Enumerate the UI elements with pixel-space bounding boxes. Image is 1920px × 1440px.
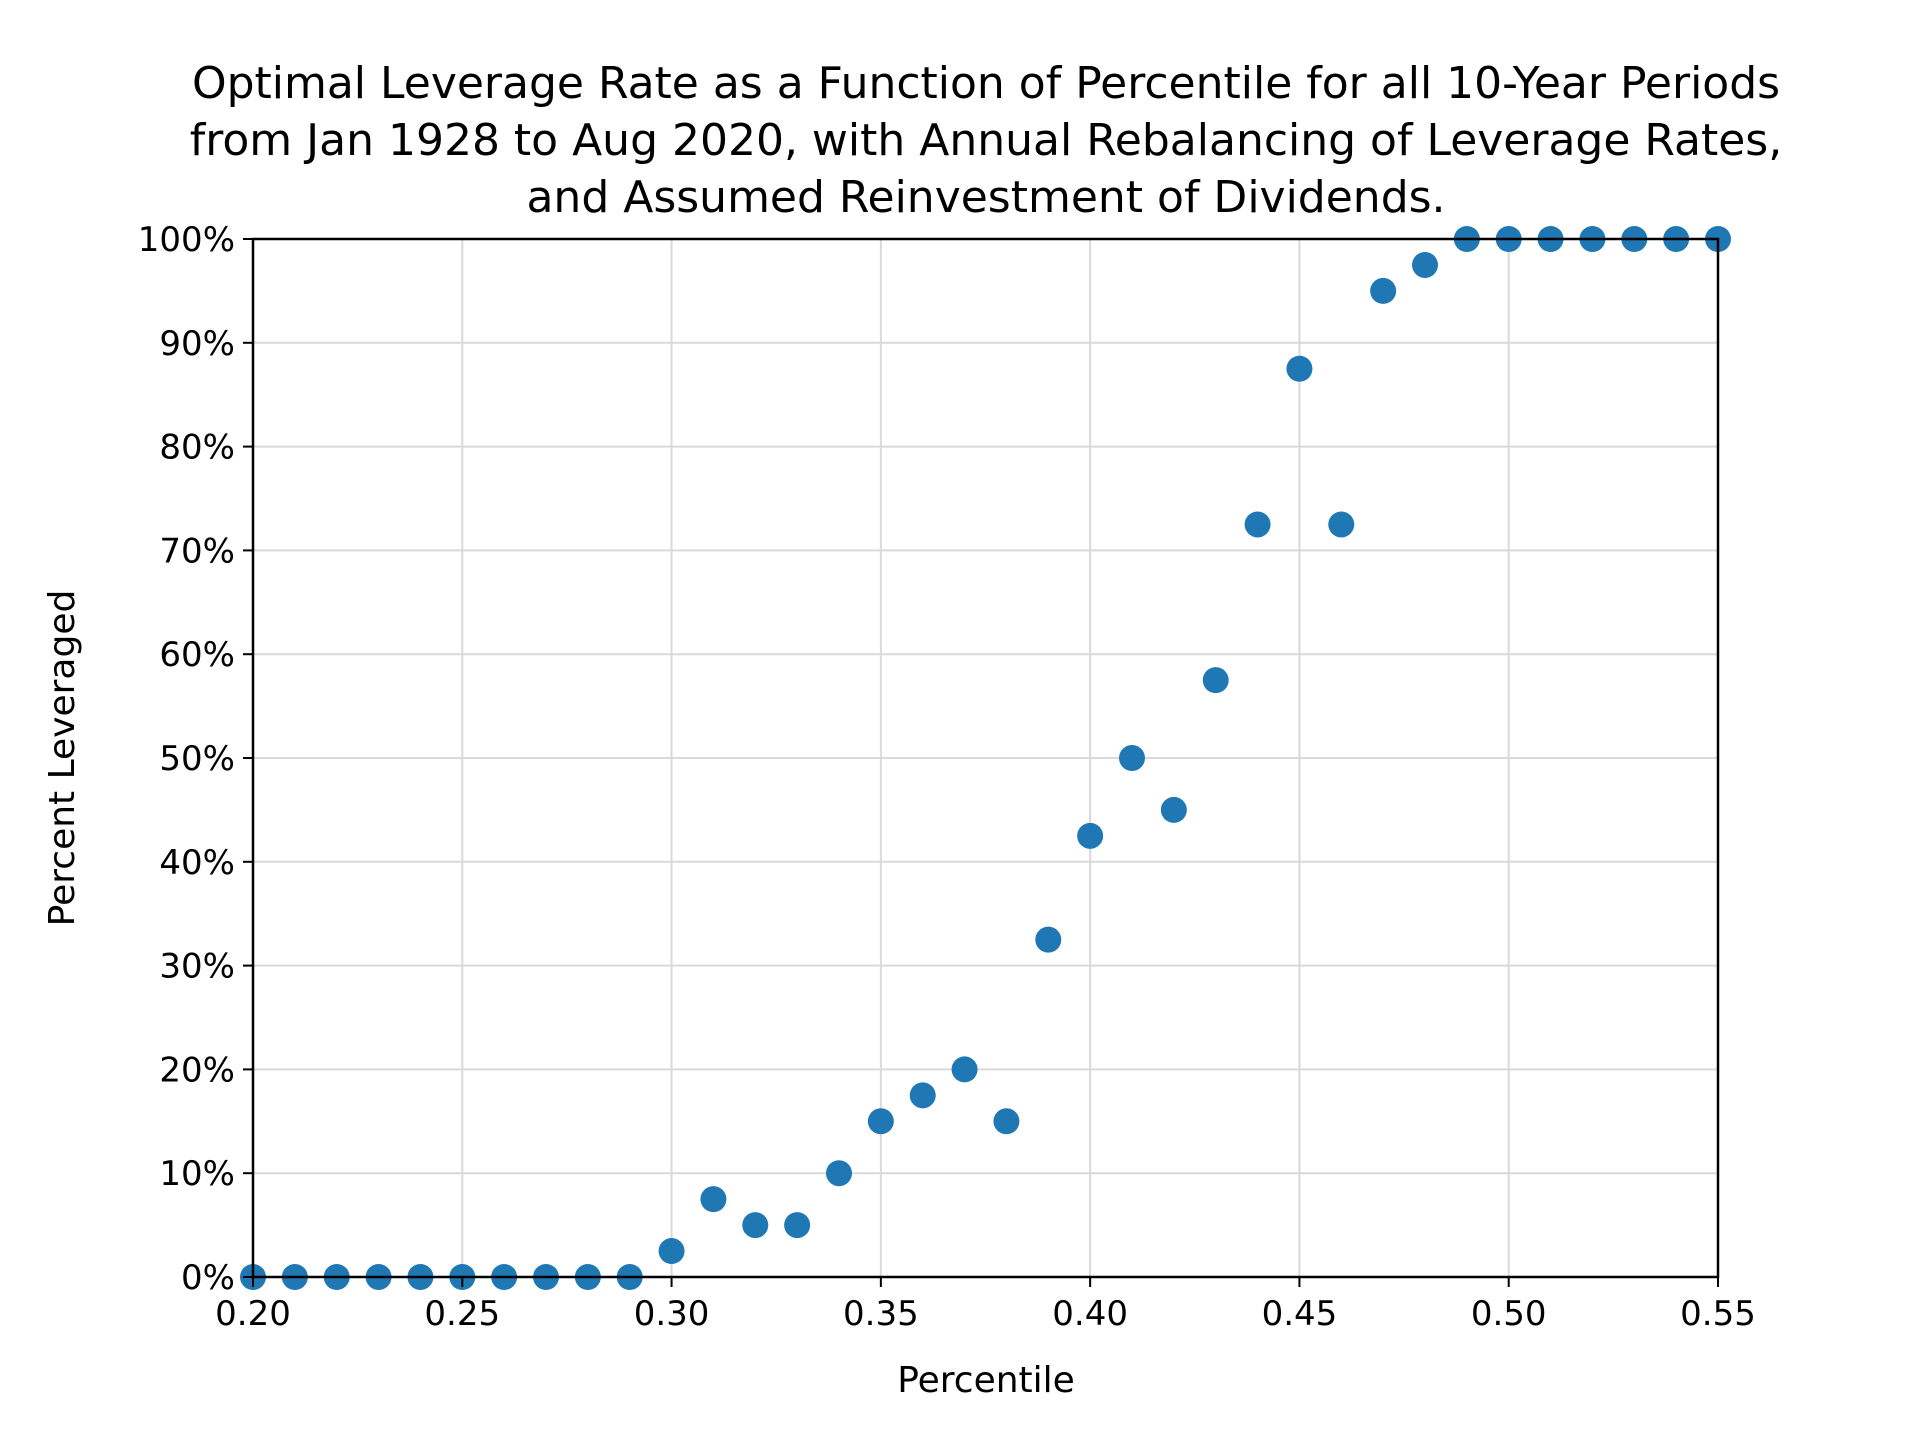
x-tick-label: 0.40 [1052,1294,1128,1334]
data-point [1286,355,1313,382]
data-point [1119,745,1145,771]
data-point [1370,277,1397,304]
y-tick-label: 50% [159,739,235,779]
data-points [240,226,1731,1290]
y-tick-label: 70% [159,531,235,571]
data-point [742,1212,769,1239]
data-point [1412,251,1438,278]
x-tick-label: 0.30 [634,1294,710,1334]
y-tick-label: 0% [181,1258,235,1298]
y-tick-label: 10% [159,1154,235,1194]
chart-title: Optimal Leverage Rate as a Function of P… [190,58,1782,223]
data-point [1160,796,1187,823]
data-point [1035,926,1062,953]
x-tick-label: 0.55 [1680,1294,1756,1334]
chart-title-line-3: and Assumed Reinvestment of Dividends. [526,172,1445,223]
y-tick-label: 30% [159,947,235,987]
grid-lines [252,238,1719,1278]
y-tick-label: 40% [159,843,235,883]
y-tick-label: 90% [159,324,235,364]
data-point [1077,822,1104,849]
y-axis-ticks: 0% 10% 20% 30% 40% 50% 60% 70% 80% 90% 100% [138,220,253,1298]
data-point [993,1108,1020,1135]
data-point [867,1108,894,1135]
chart-title-line-2: from Jan 1928 to Aug 2020, with Annual R… [190,115,1782,166]
y-tick-label: 60% [159,635,235,675]
chart-title-line-1: Optimal Leverage Rate as a Function of P… [192,58,1780,109]
data-point [784,1212,811,1239]
y-axis-label: Percent Leveraged [42,590,83,927]
y-tick-label: 80% [159,428,235,468]
x-tick-label: 0.20 [215,1294,291,1334]
x-tick-label: 0.45 [1262,1294,1338,1334]
y-tick-label: 20% [159,1050,235,1090]
data-point [951,1056,978,1083]
x-axis-ticks: 0.20 0.25 0.30 0.35 0.40 0.45 0.50 0.55 [215,1277,1756,1334]
y-tick-label: 100% [138,220,235,260]
data-point [909,1082,936,1109]
data-point [700,1186,727,1213]
x-tick-label: 0.35 [843,1294,919,1334]
x-tick-label: 0.50 [1471,1294,1547,1334]
x-axis-label: Percentile [897,1360,1075,1401]
data-point [826,1160,852,1187]
data-point [1202,667,1229,694]
x-tick-label: 0.25 [424,1294,500,1334]
data-point [1328,511,1355,538]
data-point [1244,511,1271,538]
data-point [658,1238,685,1265]
